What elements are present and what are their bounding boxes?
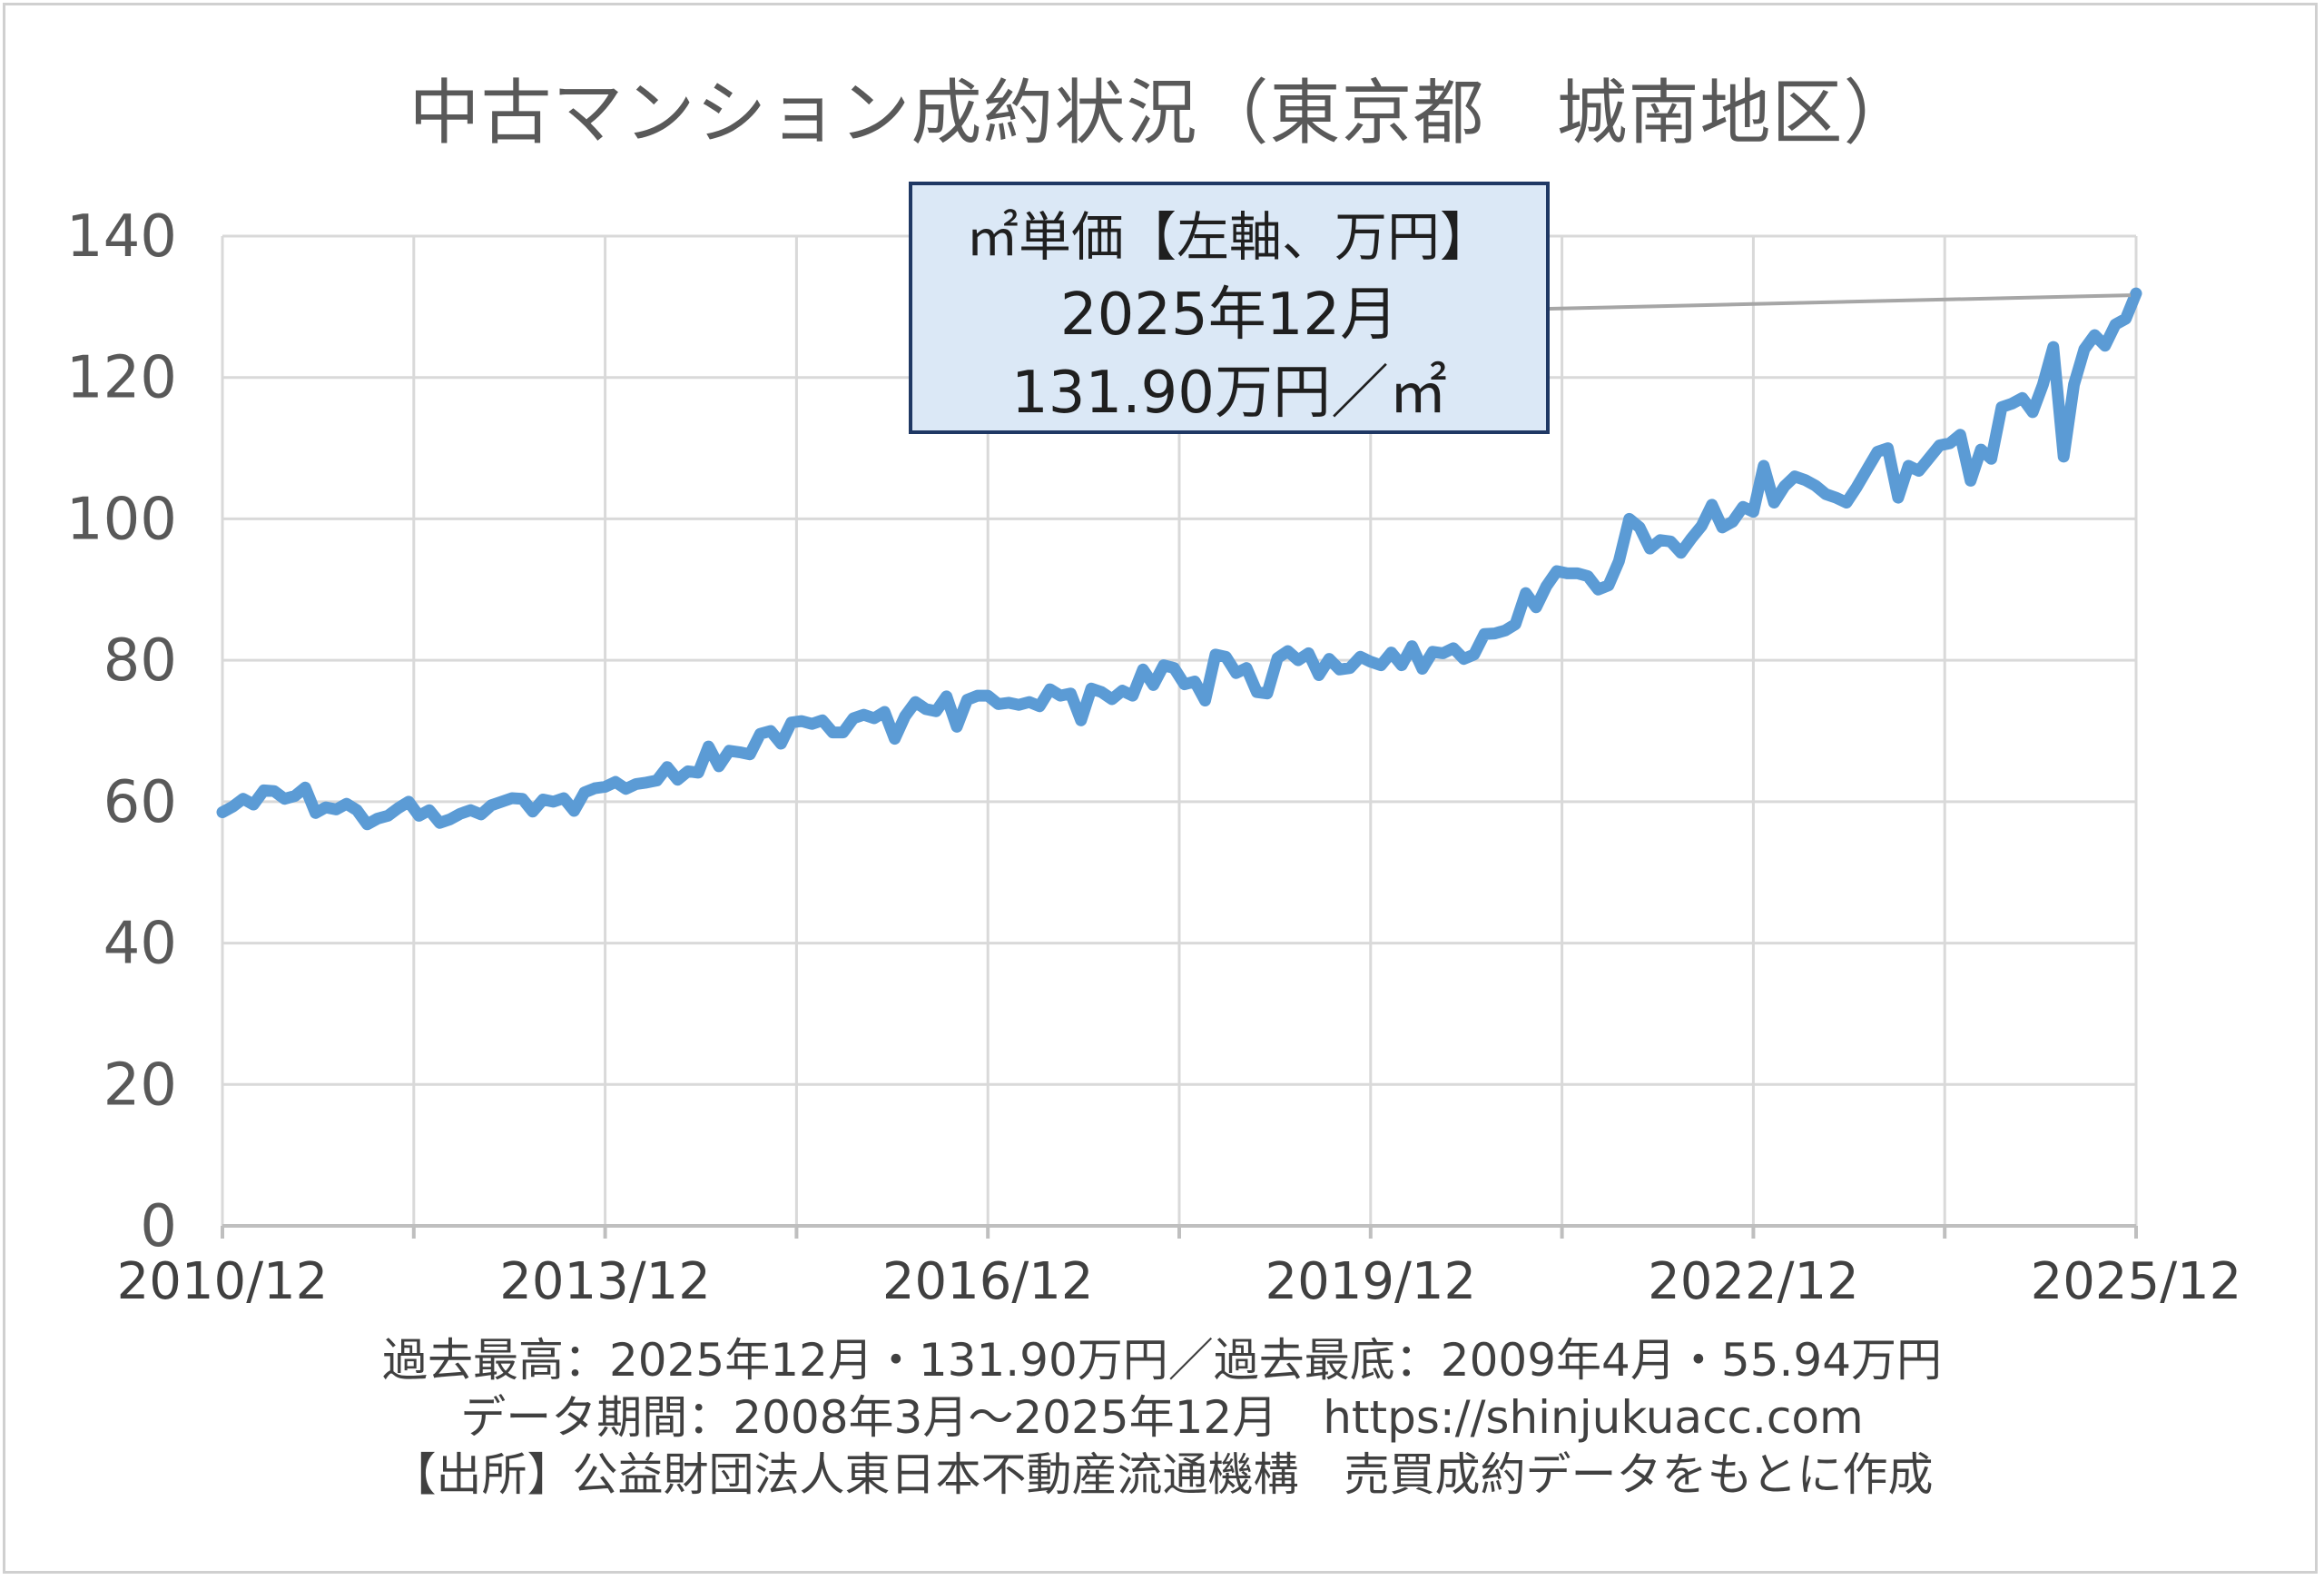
- series-line: [216, 287, 2142, 831]
- callout-box: ㎡単価【左軸、万円】 2025年12月 131.90万円／㎡: [909, 182, 1550, 434]
- callout-line1: ㎡単価【左軸、万円】: [965, 206, 1492, 268]
- x-tick-label: 2010/12: [117, 1252, 329, 1311]
- chart-title: 中古マンション成約状況（東京都 城南地区）: [409, 73, 1915, 154]
- callout-line3: 131.90万円／㎡: [1011, 360, 1447, 427]
- axes: [221, 1224, 2138, 1239]
- footer-record: 過去最高：2025年12月・131.90万円／過去最底：2009年4月・55.9…: [381, 1334, 1943, 1387]
- y-tick-label: 0: [140, 1193, 177, 1260]
- x-tick-label: 2022/12: [1648, 1252, 1859, 1311]
- x-tick-label: 2025/12: [2031, 1252, 2242, 1311]
- series-layer: [216, 287, 2142, 831]
- y-tick-label: 80: [103, 627, 177, 695]
- tick-labels: 0 20 40 60 80 100 120 140 2010/12 2013/12 2016/12 2…: [66, 203, 2241, 1311]
- callout-leader: [1549, 293, 2132, 311]
- x-tick-label: 2019/12: [1265, 1252, 1476, 1311]
- y-tick-label: 100: [66, 486, 177, 553]
- x-tick-label: 2016/12: [882, 1252, 1094, 1311]
- callout-leader-line: [1549, 293, 2132, 311]
- y-tick-label: 120: [66, 345, 177, 412]
- footer-period: データ期間：2008年3月～2025年12月 https://shinjukua…: [460, 1391, 1864, 1444]
- x-tick-label: 2013/12: [499, 1252, 711, 1311]
- y-tick-label: 20: [103, 1052, 177, 1119]
- y-tick-label: 140: [66, 203, 177, 271]
- y-tick-label: 40: [103, 911, 177, 978]
- callout-line2: 2025年12月: [1059, 281, 1399, 349]
- y-tick-label: 60: [103, 769, 177, 836]
- footer-source: 【出所】公益財団法人東日本不動産流通機構 売買成約データをもとに作成: [390, 1448, 1934, 1501]
